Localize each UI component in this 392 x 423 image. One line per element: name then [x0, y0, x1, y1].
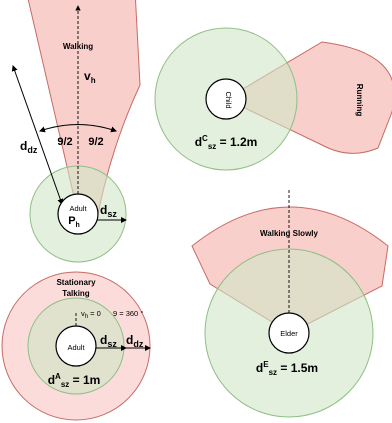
walking-slowly-label: Walking Slowly — [260, 229, 318, 238]
adult-walking-person — [57, 193, 99, 235]
stationary-velocity-label: vh = 0 — [81, 309, 101, 320]
adult-stationary-panel: Stationary Talking vh = 0 9 = 360 ° Adul… — [1, 271, 151, 421]
stationary-angle-label: 9 = 360 ° — [113, 309, 143, 318]
half-angle-left-label: 9/2 — [57, 136, 72, 148]
elder-person — [268, 312, 310, 354]
adult-walking-person-label: Adult — [69, 204, 87, 213]
talking-label: Talking — [62, 289, 90, 298]
stationary-dz-label: ddz — [126, 333, 144, 349]
elder-sz-equation: dEsz = 1.5m — [256, 360, 318, 377]
stationary-sz-label: dsz — [100, 333, 117, 349]
elder-walking-slowly-panel: Walking Slowly Elder dEsz = 1.5m — [191, 190, 389, 418]
adult-position-label: Ph — [68, 215, 80, 229]
running-label: Running — [355, 84, 364, 117]
adult-sz-equation: dAsz = 1m — [48, 372, 101, 389]
child-running-panel: Child Running dCsz = 1.2m — [154, 27, 392, 171]
adult-stationary-person-label: Adult — [67, 343, 85, 352]
child-running-danger-zone — [224, 41, 392, 154]
adult-walking-panel: Walking vh 9/2 9/2 ddz dsz Adult Ph — [11, 0, 141, 263]
adult-velocity-label: vh — [84, 69, 96, 85]
adult-stationary-person — [55, 325, 97, 367]
child-person-label: Child — [224, 91, 233, 108]
elder-person-label: Elder — [280, 329, 298, 338]
child-person — [205, 78, 247, 120]
adult-dz-arrow — [11, 65, 64, 205]
child-sz-equation: dCsz = 1.2m — [195, 134, 258, 151]
half-angle-right-label: 9/2 — [88, 136, 103, 148]
adult-sz-label: dsz — [100, 203, 117, 219]
adult-dz-label: ddz — [20, 139, 38, 155]
walking-label: Walking — [63, 42, 93, 51]
stationary-label: Stationary — [56, 278, 96, 287]
